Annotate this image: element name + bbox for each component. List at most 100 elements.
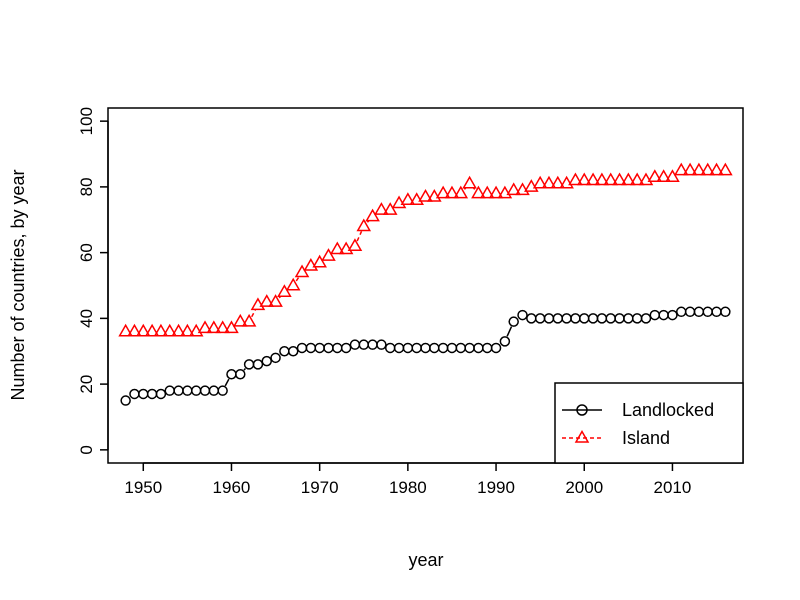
data-point-island (180, 323, 195, 337)
data-point-landlocked (384, 342, 396, 354)
legend-label-island: Island (622, 428, 670, 448)
y-tick-label: 100 (77, 107, 96, 135)
data-point-landlocked (667, 309, 678, 321)
data-point-island (321, 248, 336, 261)
data-point-landlocked (226, 369, 237, 380)
data-point-landlocked (517, 309, 528, 321)
data-point-landlocked (561, 313, 572, 324)
data-point-island (268, 294, 283, 307)
data-point-island (312, 254, 327, 268)
data-point-landlocked (252, 359, 264, 370)
x-tick-label: 1970 (301, 478, 339, 497)
data-point-island (612, 172, 627, 186)
series-line-landlocked (224, 326, 513, 387)
data-point-island (382, 202, 398, 215)
x-axis-title: year (408, 550, 443, 570)
data-point-island (224, 320, 239, 334)
data-point-landlocked (429, 342, 440, 354)
legend-marker-triangle-icon (574, 429, 590, 443)
data-point-island (479, 185, 495, 199)
y-tick-label: 40 (77, 309, 96, 328)
data-point-landlocked (217, 385, 228, 396)
data-point-landlocked (261, 355, 272, 367)
data-point-island (629, 172, 645, 186)
data-point-landlocked (631, 313, 643, 324)
data-point-island (576, 172, 592, 186)
data-point-landlocked (296, 342, 308, 354)
series-island (118, 162, 733, 337)
data-point-island (621, 172, 636, 186)
data-point-landlocked (340, 342, 352, 354)
data-point-island (700, 162, 716, 176)
data-point-island (232, 313, 248, 327)
data-point-landlocked (543, 313, 555, 324)
data-point-landlocked (437, 342, 449, 354)
data-point-landlocked (526, 313, 537, 324)
data-point-landlocked (534, 313, 546, 324)
data-point-island (550, 175, 566, 189)
x-tick-label: 1980 (389, 478, 427, 497)
data-point-island (215, 320, 230, 334)
data-point-landlocked (570, 313, 581, 324)
data-point-landlocked (235, 369, 246, 380)
x-tick-label: 1960 (213, 478, 251, 497)
data-point-landlocked (208, 385, 220, 396)
data-point-island (568, 172, 583, 186)
data-point-island (197, 320, 213, 334)
x-tick-label: 2000 (565, 478, 603, 497)
data-point-island (127, 323, 142, 337)
y-tick-label: 0 (77, 445, 96, 454)
data-point-landlocked (323, 342, 334, 354)
data-point-landlocked (684, 306, 696, 318)
data-point-island (285, 277, 301, 291)
data-point-landlocked (402, 342, 414, 354)
data-point-landlocked (552, 313, 564, 324)
data-point-landlocked (120, 395, 131, 406)
data-point-landlocked (270, 352, 281, 364)
data-point-landlocked (693, 306, 705, 318)
data-point-landlocked (711, 306, 722, 318)
data-point-island (259, 294, 275, 307)
legend: Landlocked Island (554, 382, 744, 464)
data-point-island (532, 175, 548, 189)
data-point-landlocked (287, 345, 299, 357)
data-point-island (391, 195, 407, 209)
data-point-landlocked (464, 342, 475, 354)
data-point-island (153, 323, 169, 337)
data-point-landlocked (508, 316, 519, 327)
data-point-landlocked (649, 309, 661, 321)
data-point-landlocked (349, 339, 361, 350)
data-point-island (241, 313, 257, 327)
legend-box (554, 382, 744, 464)
data-point-landlocked (623, 313, 634, 324)
data-point-landlocked (411, 342, 422, 354)
data-point-island (656, 169, 671, 182)
data-point-island (435, 185, 451, 199)
legend-marker-circle-icon (576, 404, 588, 416)
x-tick-label: 1950 (124, 478, 162, 497)
data-point-island (162, 323, 178, 337)
data-point-landlocked (473, 342, 484, 354)
data-point-island (427, 188, 442, 202)
data-point-island (374, 202, 389, 215)
data-point-island (277, 284, 292, 298)
data-point-landlocked (173, 385, 184, 396)
data-point-island (365, 208, 380, 222)
data-point-island (206, 320, 222, 334)
data-point-island (603, 172, 619, 186)
data-point-island (594, 172, 610, 186)
data-point-island (171, 323, 186, 337)
data-point-island (118, 323, 133, 337)
data-point-island (524, 179, 539, 192)
data-point-island (638, 172, 654, 186)
data-point-landlocked (199, 385, 211, 396)
data-point-island (515, 182, 530, 196)
series-landlocked (120, 306, 731, 406)
data-point-island (418, 188, 433, 202)
data-point-landlocked (358, 339, 370, 350)
data-point-landlocked (658, 309, 669, 321)
data-point-island (250, 297, 266, 311)
data-point-landlocked (376, 339, 387, 350)
data-point-island (471, 185, 486, 199)
data-point-landlocked (279, 345, 290, 357)
